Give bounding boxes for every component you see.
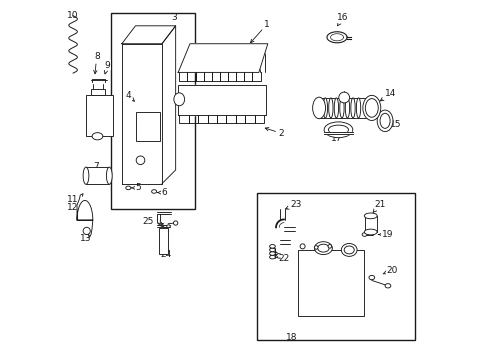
Polygon shape bbox=[178, 44, 267, 72]
Text: 14: 14 bbox=[380, 89, 396, 101]
Polygon shape bbox=[122, 44, 162, 184]
Text: 9: 9 bbox=[104, 61, 110, 74]
Text: 12: 12 bbox=[67, 203, 78, 212]
Bar bbox=[364, 216, 376, 232]
Ellipse shape bbox=[166, 225, 170, 228]
Ellipse shape bbox=[106, 167, 112, 184]
Text: 21: 21 bbox=[372, 200, 385, 212]
Ellipse shape bbox=[83, 227, 90, 234]
Ellipse shape bbox=[356, 98, 360, 118]
Ellipse shape bbox=[136, 156, 144, 165]
Text: 17: 17 bbox=[330, 134, 342, 143]
Polygon shape bbox=[122, 26, 175, 44]
Text: 15: 15 bbox=[385, 120, 401, 130]
Polygon shape bbox=[178, 85, 265, 116]
Ellipse shape bbox=[376, 110, 392, 132]
Ellipse shape bbox=[317, 244, 328, 252]
Ellipse shape bbox=[173, 221, 178, 225]
Ellipse shape bbox=[362, 233, 366, 236]
Ellipse shape bbox=[269, 255, 275, 259]
Ellipse shape bbox=[323, 98, 327, 118]
Ellipse shape bbox=[327, 244, 331, 248]
Bar bbox=[159, 228, 168, 253]
Ellipse shape bbox=[151, 190, 156, 193]
Text: 10: 10 bbox=[67, 10, 79, 19]
Text: 5: 5 bbox=[131, 183, 141, 192]
Ellipse shape bbox=[300, 244, 305, 249]
Bar bbox=[297, 250, 363, 316]
Ellipse shape bbox=[328, 98, 332, 118]
Ellipse shape bbox=[314, 242, 332, 255]
Ellipse shape bbox=[362, 95, 380, 121]
Ellipse shape bbox=[328, 125, 348, 134]
Text: 3: 3 bbox=[171, 13, 176, 22]
Text: 23: 23 bbox=[285, 200, 301, 209]
Bar bbox=[136, 112, 159, 140]
Ellipse shape bbox=[344, 246, 353, 254]
Text: 19: 19 bbox=[378, 230, 392, 239]
Ellipse shape bbox=[364, 229, 376, 235]
Ellipse shape bbox=[365, 99, 378, 117]
Ellipse shape bbox=[324, 122, 352, 138]
Bar bbox=[91, 89, 105, 95]
Text: 6: 6 bbox=[158, 188, 167, 197]
Ellipse shape bbox=[339, 98, 344, 118]
Text: 16: 16 bbox=[336, 13, 348, 26]
Ellipse shape bbox=[379, 113, 389, 129]
Ellipse shape bbox=[174, 93, 184, 106]
Text: 7: 7 bbox=[93, 162, 99, 171]
FancyBboxPatch shape bbox=[257, 193, 414, 339]
Bar bbox=[317, 98, 369, 118]
Polygon shape bbox=[324, 132, 352, 134]
Text: 20: 20 bbox=[382, 266, 397, 275]
Ellipse shape bbox=[368, 275, 374, 280]
Text: 8: 8 bbox=[94, 52, 100, 74]
Ellipse shape bbox=[384, 284, 390, 288]
Ellipse shape bbox=[83, 167, 89, 184]
Text: 18: 18 bbox=[285, 333, 297, 342]
Text: 13: 13 bbox=[80, 233, 92, 243]
Ellipse shape bbox=[314, 246, 317, 249]
Ellipse shape bbox=[269, 248, 275, 252]
Text: 24: 24 bbox=[160, 249, 171, 259]
Ellipse shape bbox=[269, 252, 275, 255]
Ellipse shape bbox=[317, 98, 321, 118]
Ellipse shape bbox=[92, 133, 102, 140]
Polygon shape bbox=[162, 26, 175, 184]
Text: 1: 1 bbox=[250, 19, 269, 43]
Bar bbox=[86, 95, 113, 136]
Ellipse shape bbox=[312, 97, 325, 119]
Bar bbox=[86, 167, 109, 184]
Ellipse shape bbox=[334, 98, 338, 118]
Ellipse shape bbox=[338, 92, 349, 103]
FancyBboxPatch shape bbox=[111, 13, 195, 209]
Text: 11: 11 bbox=[67, 195, 79, 204]
Text: 2: 2 bbox=[264, 127, 284, 138]
Ellipse shape bbox=[345, 98, 349, 118]
Text: 25: 25 bbox=[142, 217, 163, 226]
Text: 4: 4 bbox=[125, 91, 134, 101]
Ellipse shape bbox=[269, 244, 275, 248]
Ellipse shape bbox=[364, 213, 376, 219]
Ellipse shape bbox=[341, 243, 356, 256]
Ellipse shape bbox=[350, 98, 354, 118]
Text: 22: 22 bbox=[275, 254, 289, 264]
Ellipse shape bbox=[125, 186, 131, 190]
